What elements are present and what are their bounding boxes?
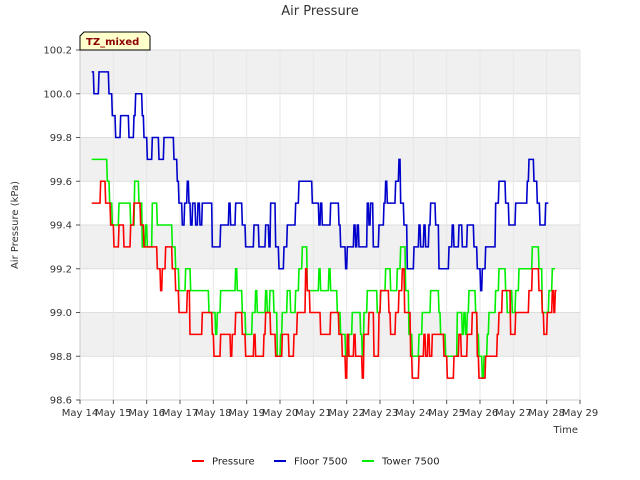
series-line-pressure bbox=[91, 180, 557, 379]
tz-annotation-label: TZ_mixed bbox=[86, 37, 139, 48]
x-tick-label: May 24 bbox=[395, 408, 432, 419]
x-tick-label: May 27 bbox=[495, 408, 532, 419]
y-tick-label: 99.2 bbox=[50, 264, 72, 275]
y-tick-label: 99.6 bbox=[50, 177, 72, 188]
legend-label: Pressure bbox=[212, 457, 255, 468]
x-axis-title: Time bbox=[553, 425, 578, 436]
chart-title: Air Pressure bbox=[281, 4, 359, 19]
series-line-floor-7500 bbox=[91, 71, 549, 292]
series-layer bbox=[91, 71, 557, 379]
plot-band bbox=[80, 50, 580, 94]
x-tick-label: May 28 bbox=[528, 408, 565, 419]
y-tick-label: 100.2 bbox=[43, 46, 72, 57]
x-tick-label: May 20 bbox=[262, 408, 299, 419]
x-tick-label: May 29 bbox=[562, 408, 599, 419]
y-axis-title: Air Pressure (kPa) bbox=[10, 181, 21, 269]
x-tick-label: May 22 bbox=[328, 408, 365, 419]
x-tick-label: May 26 bbox=[462, 408, 499, 419]
y-tick-label: 98.6 bbox=[50, 396, 72, 407]
y-tick-label: 99.8 bbox=[50, 133, 72, 144]
tz-annotation-box bbox=[79, 31, 151, 51]
plot-band bbox=[80, 137, 580, 182]
x-tick-label: May 17 bbox=[162, 408, 199, 419]
y-tick-label: 99.4 bbox=[50, 221, 72, 232]
x-tick-label: May 21 bbox=[295, 408, 332, 419]
tz-annotation: TZ_mixed bbox=[79, 31, 151, 51]
x-tick-label: May 16 bbox=[128, 408, 165, 419]
x-tick-label: May 19 bbox=[228, 408, 265, 419]
y-axis-ticks: 98.6 98.8 99.0 99.2 99.4 99.6 99.8 100.0 100.2 bbox=[43, 46, 80, 407]
y-tick-label: 100.0 bbox=[43, 89, 72, 100]
y-tick-label: 98.8 bbox=[50, 352, 72, 363]
plot-band bbox=[80, 356, 580, 400]
legend-label: Floor 7500 bbox=[294, 457, 348, 468]
plot-band bbox=[80, 93, 580, 138]
x-tick-label: May 25 bbox=[428, 408, 465, 419]
plot-band bbox=[80, 225, 580, 269]
x-tick-label: May 15 bbox=[95, 408, 132, 419]
legend-label: Tower 7500 bbox=[381, 457, 440, 468]
legend: Pressure Floor 7500 Tower 7500 bbox=[192, 457, 440, 468]
x-tick-label: May 14 bbox=[62, 408, 99, 419]
x-tick-label: May 23 bbox=[362, 408, 399, 419]
x-tick-label: May 18 bbox=[195, 408, 232, 419]
y-tick-label: 99.0 bbox=[50, 308, 72, 319]
series-line-tower-7500 bbox=[91, 158, 555, 379]
